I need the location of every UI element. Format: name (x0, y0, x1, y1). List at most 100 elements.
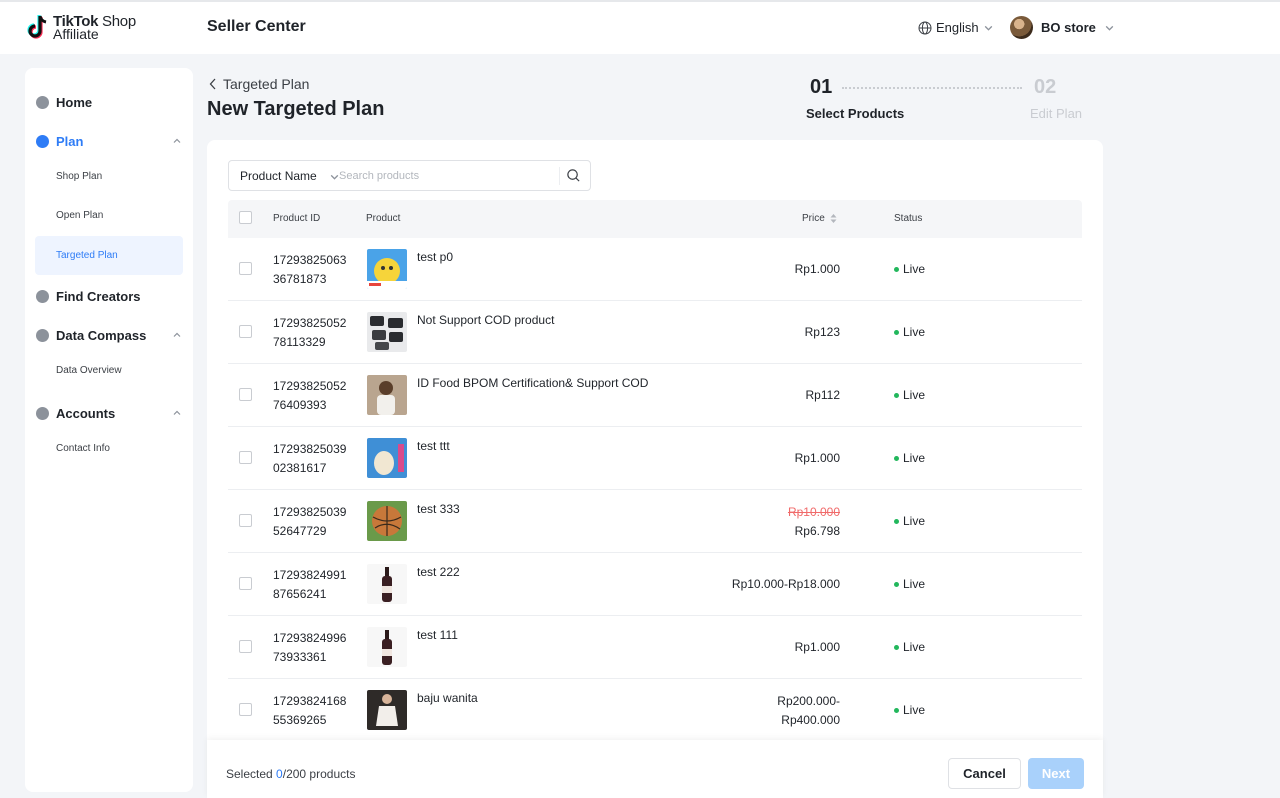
price-range-end: Rp400.000 (781, 713, 840, 727)
original-price: Rp10.000 (787, 505, 840, 519)
plan-icon (36, 134, 49, 148)
row-checkbox[interactable] (239, 514, 252, 527)
tiktok-shop-affiliate-logo[interactable]: TikTok Shop Affiliate (27, 14, 136, 42)
product-price: Rp123 (804, 325, 840, 339)
chevron-down-icon (1105, 25, 1114, 31)
chevron-down-icon (984, 25, 992, 31)
language-selector[interactable]: English (918, 20, 994, 35)
status-badge: Live (894, 451, 925, 465)
step-2-label: Edit Plan (1030, 106, 1083, 121)
status-badge: Live (894, 388, 925, 402)
select-all-checkbox[interactable] (239, 211, 252, 224)
table-row[interactable]: 1729382506336781873 test p0 Rp1.000 Live (228, 238, 1082, 301)
status-badge: Live (894, 325, 925, 339)
sidebar-item-shop-plan[interactable]: Shop Plan (56, 171, 103, 182)
language-label: English (936, 20, 979, 35)
row-checkbox[interactable] (239, 451, 252, 464)
sidebar-item-label: Find Creators (56, 288, 141, 304)
sidebar-item-find-creators[interactable]: Find Creators (25, 288, 193, 304)
top-bar: TikTok Shop Affiliate Seller Center Engl… (0, 0, 1280, 54)
product-thumbnail (367, 690, 407, 730)
accounts-icon (36, 406, 49, 420)
search-field-select[interactable]: Product Name (240, 169, 340, 183)
product-name: test 111 (417, 628, 458, 642)
column-header-price[interactable]: Price (802, 213, 825, 224)
search-divider (559, 167, 560, 185)
table-row[interactable]: 1729382499187656241 test 222 Rp10.000-Rp… (228, 553, 1082, 616)
product-thumbnail (367, 438, 407, 478)
globe-icon (918, 21, 932, 34)
row-checkbox[interactable] (239, 577, 252, 590)
table-row[interactable]: 1729382505278113329 Not Support COD prod… (228, 301, 1082, 364)
avatar (1010, 16, 1033, 39)
store-name: BO store (1041, 20, 1096, 35)
row-checkbox[interactable] (239, 640, 252, 653)
live-status-dot (894, 518, 899, 524)
row-checkbox[interactable] (239, 703, 252, 716)
product-thumbnail (367, 627, 407, 667)
selected-suffix: /200 products (282, 767, 356, 781)
status-badge: Live (894, 703, 925, 717)
sidebar-item-accounts[interactable]: Accounts (25, 405, 193, 421)
live-status-dot (894, 707, 899, 713)
price-range-start: Rp200.000- (777, 694, 840, 708)
product-id: 1729382503952647729 (273, 505, 347, 538)
product-thumbnail (367, 375, 407, 415)
selected-count: 0 (276, 767, 283, 781)
table-row[interactable]: 1729382416855369265 baju wanita Rp200.00… (228, 679, 1082, 742)
selected-prefix: Selected (226, 767, 277, 781)
breadcrumb[interactable]: Targeted Plan (209, 76, 309, 92)
sort-icon[interactable] (830, 213, 837, 224)
table-row[interactable]: 1729382499673933361 test 111 Rp1.000 Liv… (228, 616, 1082, 679)
sidebar-item-home[interactable]: Home (25, 94, 193, 110)
product-thumbnail (367, 501, 407, 541)
product-name: test 333 (417, 502, 460, 516)
column-header-product: Product (366, 213, 401, 224)
live-status-dot (894, 266, 899, 272)
store-menu[interactable]: BO store (1010, 16, 1115, 39)
sidebar-item-data-compass[interactable]: Data Compass (25, 327, 193, 343)
sidebar-item-targeted-plan[interactable]: Targeted Plan (35, 236, 183, 275)
home-icon (36, 95, 49, 109)
table-row[interactable]: 1729382505276409393 ID Food BPOM Certifi… (228, 364, 1082, 427)
product-price: Rp1.000 (794, 262, 840, 276)
product-price: Rp1.000 (794, 451, 840, 465)
table-row[interactable]: 1729382503902381617 test ttt Rp1.000 Liv… (228, 427, 1082, 490)
row-checkbox[interactable] (239, 325, 252, 338)
live-status-dot (894, 581, 899, 587)
selected-count-info: Selected 0/200 products (226, 767, 355, 781)
live-status-dot (894, 392, 899, 398)
next-button[interactable]: Next (1028, 758, 1084, 789)
product-price: Rp1.000 (794, 640, 840, 654)
product-price: Rp10.000-Rp18.000 (731, 577, 840, 591)
product-thumbnail (367, 312, 407, 352)
product-id: 1729382506336781873 (273, 253, 347, 286)
product-name: Not Support COD product (417, 313, 555, 327)
table-header: Product ID Product Price Status (228, 200, 1082, 238)
row-checkbox[interactable] (239, 388, 252, 401)
sidebar-item-open-plan[interactable]: Open Plan (56, 210, 104, 221)
cancel-button[interactable]: Cancel (948, 758, 1021, 789)
product-selection-card: Product Name Product ID Product Price St… (207, 140, 1103, 798)
chevron-up-icon (173, 138, 181, 143)
row-checkbox[interactable] (239, 262, 252, 275)
search-icon[interactable] (566, 168, 581, 183)
sidebar-item-contact-info[interactable]: Contact Info (56, 443, 110, 454)
status-badge: Live (894, 577, 925, 591)
status-label: Live (903, 451, 926, 465)
product-price: Rp200.000- Rp400.000 (777, 692, 840, 730)
product-name: ID Food BPOM Certification& Support COD (417, 376, 649, 390)
search-input[interactable] (339, 165, 549, 186)
product-id: 1729382416855369265 (273, 694, 347, 727)
sidebar-item-plan[interactable]: Plan (25, 133, 193, 149)
breadcrumb-label: Targeted Plan (223, 76, 310, 92)
app-title: Seller Center (207, 18, 306, 35)
search-field-label: Product Name (240, 169, 317, 183)
table-row[interactable]: 1729382503952647729 test 333 Rp10.000 Rp… (228, 490, 1082, 553)
sidebar-item-data-overview[interactable]: Data Overview (56, 365, 122, 376)
status-label: Live (903, 388, 926, 402)
status-badge: Live (894, 262, 925, 276)
product-id: 1729382505276409393 (273, 379, 347, 412)
sidebar: Home Plan Shop Plan Open Plan Targeted P… (25, 68, 193, 792)
product-thumbnail (367, 249, 407, 289)
